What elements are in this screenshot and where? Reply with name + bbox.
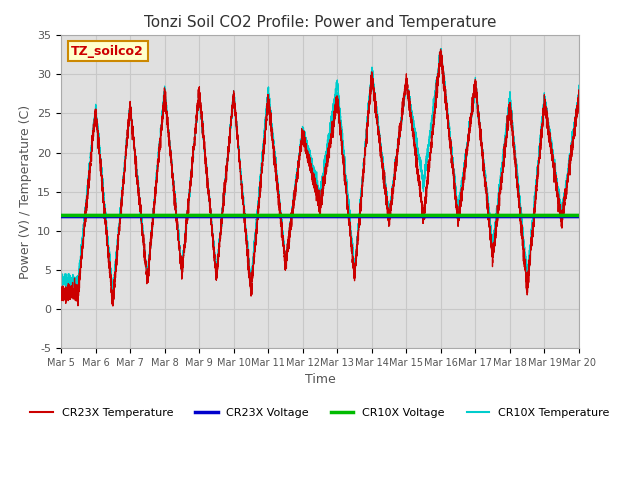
Y-axis label: Power (V) / Temperature (C): Power (V) / Temperature (C) xyxy=(19,105,31,278)
X-axis label: Time: Time xyxy=(305,373,335,386)
Legend: CR23X Temperature, CR23X Voltage, CR10X Voltage, CR10X Temperature: CR23X Temperature, CR23X Voltage, CR10X … xyxy=(26,403,614,422)
Title: Tonzi Soil CO2 Profile: Power and Temperature: Tonzi Soil CO2 Profile: Power and Temper… xyxy=(144,15,496,30)
Text: TZ_soilco2: TZ_soilco2 xyxy=(72,45,144,58)
